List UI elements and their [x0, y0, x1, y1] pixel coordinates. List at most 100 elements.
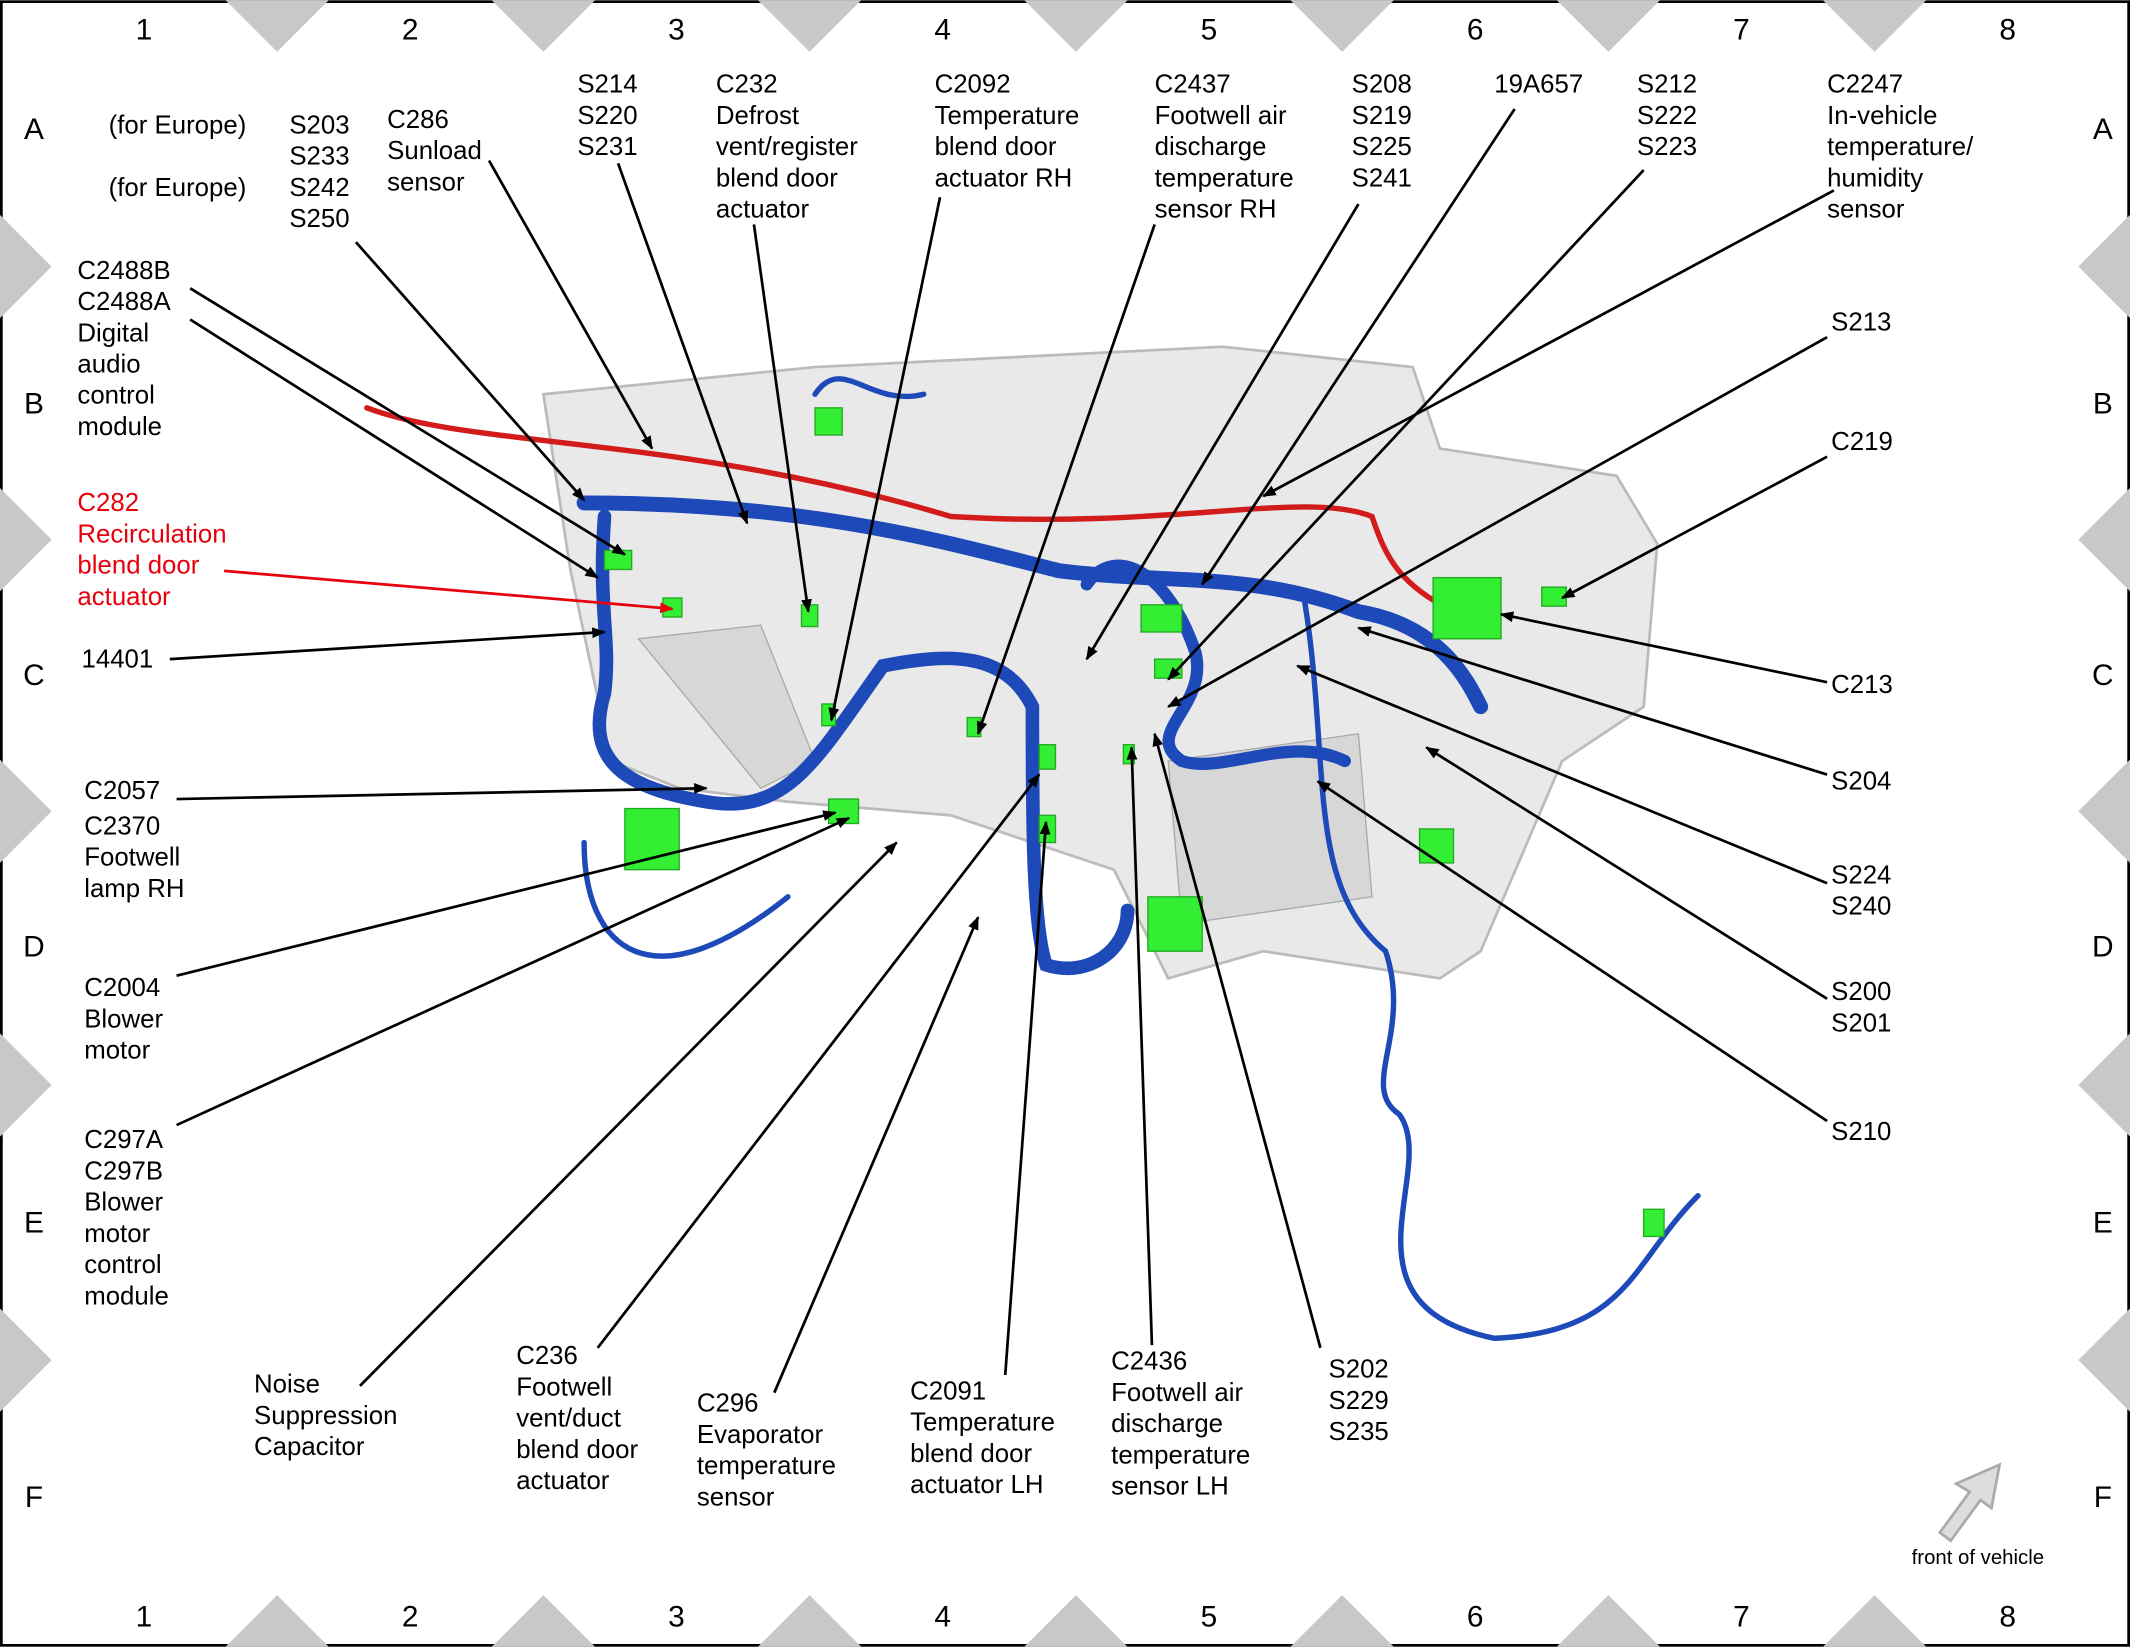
- label-line: S212: [1637, 71, 1697, 99]
- diamond: [0, 487, 52, 592]
- leader-line: [1560, 455, 1828, 600]
- label-line: S210: [1831, 1118, 1891, 1146]
- label-line: S235: [1329, 1418, 1389, 1446]
- label-line: Temperature: [935, 102, 1080, 130]
- label-line: actuator: [716, 196, 810, 224]
- grid-row: C: [23, 659, 45, 692]
- leader-line: [176, 810, 837, 977]
- leader-line: [596, 773, 1041, 1349]
- label-line: sensor RH: [1155, 196, 1277, 224]
- label-line: C297A: [84, 1126, 164, 1154]
- label-line: C2004: [84, 974, 160, 1002]
- diamond: [1290, 0, 1394, 52]
- label-line: sensor: [697, 1483, 775, 1511]
- label-line: S208: [1352, 71, 1412, 99]
- diamond: [2078, 214, 2130, 319]
- grid-column: 6: [1467, 14, 1484, 47]
- label-line: sensor LH: [1111, 1473, 1229, 1501]
- diamond: [1556, 1595, 1660, 1647]
- label-line: control: [77, 382, 154, 410]
- label-line: Blower: [84, 1189, 163, 1217]
- grid-row: F: [25, 1481, 43, 1514]
- diamond: [757, 0, 862, 52]
- label-line: C296: [697, 1390, 759, 1418]
- label-line: S219: [1352, 102, 1412, 130]
- label-line: C2091: [910, 1377, 986, 1405]
- grid-column: 3: [668, 14, 685, 47]
- label-line: module: [77, 413, 162, 441]
- caption: front of vehicle: [1912, 1547, 2044, 1569]
- leader-line: [189, 318, 599, 579]
- label-line: C2488B: [77, 257, 170, 285]
- leader-line: [1425, 746, 1828, 1000]
- grid-row: D: [23, 931, 45, 964]
- diamond: [2078, 1033, 2130, 1137]
- label-line: actuator: [77, 583, 171, 611]
- label-line: blend door: [77, 552, 199, 580]
- label-line: motor: [84, 1037, 150, 1065]
- label-line: vent/register: [716, 133, 858, 161]
- label-line: Defrost: [716, 102, 799, 130]
- diamond: [2078, 759, 2130, 863]
- label-line: Blower: [84, 1005, 163, 1033]
- leader-line: [1357, 626, 1828, 776]
- grid-column: 6: [1467, 1600, 1484, 1633]
- diamond: [2078, 1308, 2130, 1412]
- grid-column: 1: [136, 14, 153, 47]
- diamond: [0, 1033, 52, 1137]
- label-line: S241: [1352, 164, 1412, 192]
- label-line: C232: [716, 71, 778, 99]
- label-line: C282: [77, 489, 139, 517]
- label-line: actuator RH: [935, 164, 1073, 192]
- label-line: In-vehicle: [1827, 102, 1937, 130]
- leader-line: [1085, 203, 1360, 661]
- label-line: 19A657: [1494, 71, 1583, 99]
- diamond: [0, 1308, 52, 1412]
- diamond: [0, 214, 52, 319]
- grid-column: 7: [1733, 14, 1750, 47]
- label-line: blend door: [716, 164, 838, 192]
- grid-row: B: [24, 387, 44, 420]
- grid-row: A: [2093, 113, 2113, 146]
- label-line: Footwell: [516, 1373, 612, 1401]
- label-line: C2370: [84, 812, 160, 840]
- leader-line: [487, 159, 654, 450]
- leaders: [169, 108, 1835, 1394]
- grid-column: 8: [1999, 1600, 2016, 1633]
- leader-line: [1167, 169, 1645, 681]
- label-line: Footwell air: [1155, 102, 1287, 130]
- label-line: S223: [1637, 133, 1697, 161]
- label-line: vent/duct: [516, 1405, 621, 1433]
- grid-column: 4: [934, 14, 951, 47]
- leader-line: [1499, 611, 1828, 684]
- label-line: sensor: [387, 168, 465, 196]
- diamond: [225, 0, 329, 52]
- label-line: S229: [1329, 1387, 1389, 1415]
- grid-row: B: [2093, 387, 2113, 420]
- grid-row: C: [2092, 659, 2114, 692]
- leader-line: [169, 627, 606, 661]
- label-line: temperature/: [1827, 133, 1974, 161]
- leader-line: [1296, 664, 1828, 885]
- grid-row: D: [2092, 931, 2114, 964]
- label-line: Noise: [254, 1371, 320, 1399]
- leader-line: [976, 223, 1156, 736]
- label-line: S202: [1329, 1356, 1389, 1384]
- label-line: C2092: [935, 71, 1011, 99]
- grid-column: 2: [402, 1600, 419, 1633]
- label-line: actuator LH: [910, 1471, 1043, 1499]
- grid-column: 4: [934, 1600, 951, 1633]
- label-line: S225: [1352, 133, 1412, 161]
- label-line: S231: [577, 133, 637, 161]
- leader-line: [1201, 108, 1516, 586]
- front-arrow: [1937, 1462, 2002, 1543]
- grid-column: 5: [1201, 1600, 1218, 1633]
- diamond: [491, 1595, 595, 1647]
- leader-line: [616, 162, 749, 525]
- label-line: Suppression: [254, 1402, 397, 1430]
- label-line: S200: [1831, 978, 1891, 1006]
- label-line: S224: [1831, 861, 1891, 889]
